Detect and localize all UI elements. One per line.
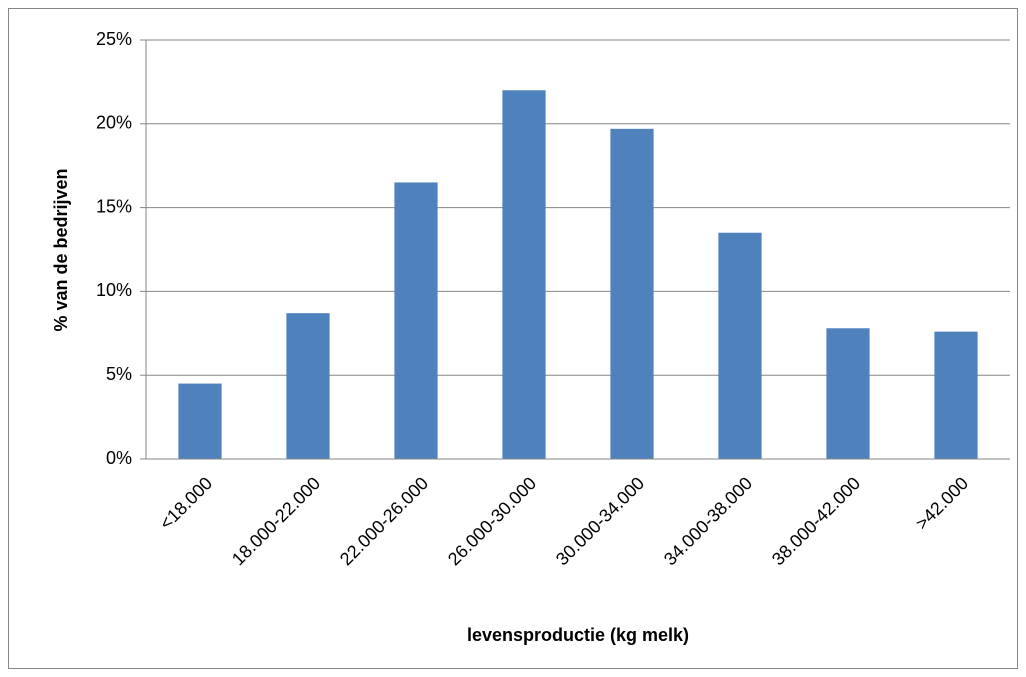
y-tick-label: 0% [106,448,132,468]
y-tick-label: 20% [96,113,132,133]
bar [934,331,978,459]
bar [502,90,546,459]
bar [286,313,330,459]
y-tick-label: 5% [106,364,132,384]
y-tick-label: 15% [96,196,132,216]
bar [610,128,654,459]
x-axis-title: levensproductie (kg melk) [467,625,689,645]
bar [178,383,222,459]
bar [718,232,762,459]
y-tick-label: 10% [96,280,132,300]
bar [826,328,870,459]
y-axis-title: % van de bedrijven [51,168,71,331]
y-tick-label: 25% [96,29,132,49]
bar [394,182,438,459]
